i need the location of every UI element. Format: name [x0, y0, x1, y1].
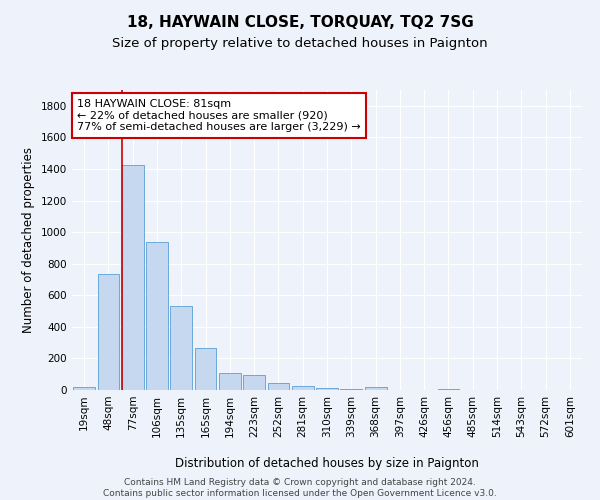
Text: 18, HAYWAIN CLOSE, TORQUAY, TQ2 7SG: 18, HAYWAIN CLOSE, TORQUAY, TQ2 7SG	[127, 15, 473, 30]
Bar	[437, 389, 460, 390]
Bar	[97, 274, 119, 390]
Bar	[170, 306, 192, 390]
Text: Size of property relative to detached houses in Paignton: Size of property relative to detached ho…	[112, 38, 488, 51]
Y-axis label: Number of detached properties: Number of detached properties	[22, 147, 35, 333]
Text: Contains HM Land Registry data © Crown copyright and database right 2024.
Contai: Contains HM Land Registry data © Crown c…	[103, 478, 497, 498]
Bar	[146, 242, 168, 390]
Bar	[73, 387, 95, 390]
Text: Distribution of detached houses by size in Paignton: Distribution of detached houses by size …	[175, 458, 479, 470]
Bar	[316, 388, 338, 390]
Bar	[365, 387, 386, 390]
Bar	[194, 348, 217, 390]
Bar	[122, 165, 143, 390]
Bar	[243, 375, 265, 390]
Text: 18 HAYWAIN CLOSE: 81sqm
← 22% of detached houses are smaller (920)
77% of semi-d: 18 HAYWAIN CLOSE: 81sqm ← 22% of detache…	[77, 99, 361, 132]
Bar	[292, 386, 314, 390]
Bar	[219, 372, 241, 390]
Bar	[340, 389, 362, 390]
Bar	[268, 383, 289, 390]
